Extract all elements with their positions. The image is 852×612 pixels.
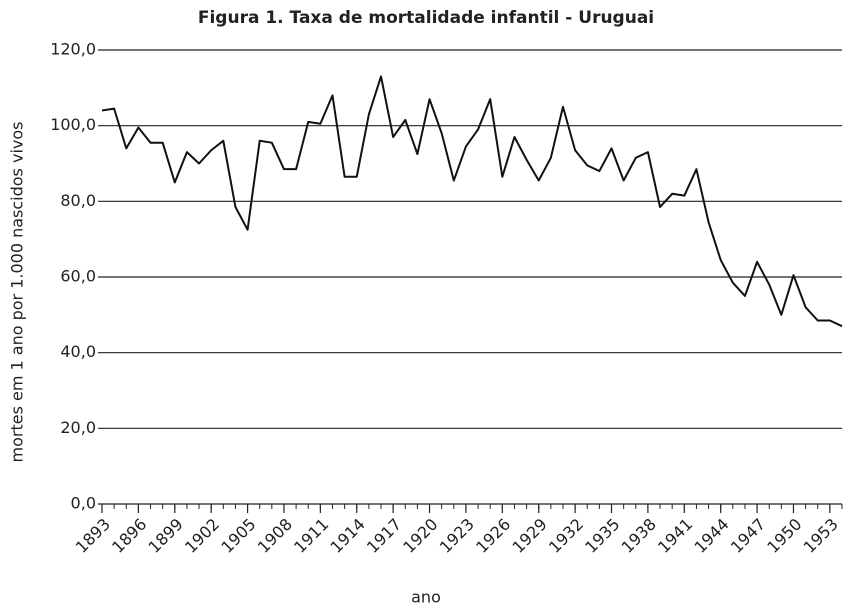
- y-tick-label: 20,0: [60, 418, 96, 437]
- x-tick-label: 1947: [727, 515, 769, 557]
- x-tick-label: 1950: [763, 515, 805, 557]
- y-tick-label: 60,0: [60, 267, 96, 286]
- x-tick-label: 1920: [399, 515, 441, 557]
- x-tick-label: 1902: [181, 515, 223, 557]
- y-tick-label: 100,0: [50, 115, 96, 134]
- chart-title: Figura 1. Taxa de mortalidade infantil -…: [198, 8, 654, 28]
- y-tick-label: 80,0: [60, 191, 96, 210]
- x-tick-label: 1923: [436, 515, 478, 557]
- x-tick-label: 1944: [690, 515, 732, 557]
- x-tick-label: 1935: [581, 515, 623, 557]
- x-tick-label: 1914: [327, 515, 369, 557]
- y-tick-label: 120,0: [50, 40, 96, 59]
- y-tick-label: 0,0: [71, 494, 96, 513]
- line: [101, 75, 843, 328]
- x-tick-label: 1929: [509, 515, 551, 557]
- x-axis-label: ano: [411, 588, 441, 607]
- x-tick-label: 1932: [545, 515, 587, 557]
- x-tick-label: 1911: [290, 515, 332, 557]
- x-tick-label: 1905: [217, 515, 259, 557]
- y-axis-label: mortes em 1 ano por 1.000 nascidos vivos: [8, 122, 27, 463]
- x-tick-label: 1896: [108, 515, 150, 557]
- y-tick-label: 40,0: [60, 342, 96, 361]
- x-tick-label: 1908: [254, 515, 296, 557]
- x-tick-label: 1953: [800, 515, 842, 557]
- x-tick-label: 1938: [618, 515, 660, 557]
- x-tick-label: 1926: [472, 515, 514, 557]
- x-tick-label: 1899: [145, 515, 187, 557]
- x-tick-label: 1893: [72, 515, 114, 557]
- x-tick-label: 1917: [363, 515, 405, 557]
- x-tick-label: 1941: [654, 515, 696, 557]
